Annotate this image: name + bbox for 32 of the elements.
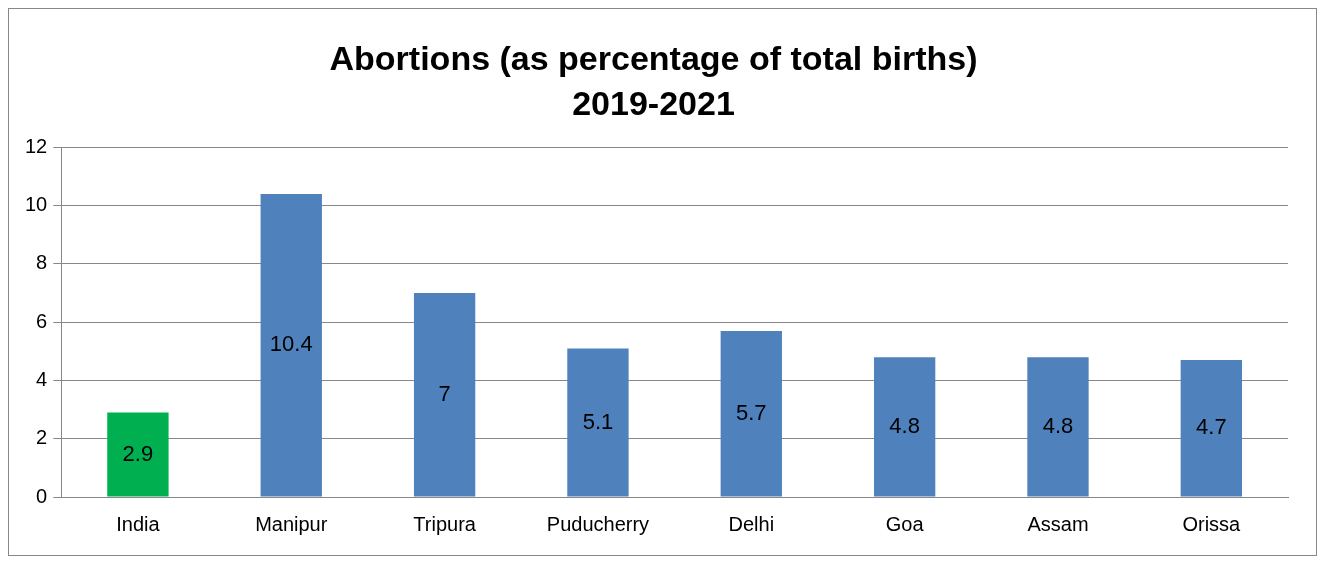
y-tick-label: 0: [36, 484, 48, 507]
data-label: 4.7: [1196, 414, 1227, 440]
x-tick-label: Puducherry: [546, 512, 650, 535]
data-label: 5.7: [736, 399, 767, 425]
y-tick-label: 4: [36, 367, 48, 390]
bar: [1027, 357, 1089, 497]
y-tick-label: 8: [36, 251, 48, 274]
data-label: 10.4: [269, 331, 313, 357]
chart-title: Abortions (as percentage of total births) 2019-2021: [329, 39, 978, 122]
x-tick-label: Assam: [1027, 512, 1089, 535]
x-tick-label: Orissa: [1182, 512, 1242, 535]
data-label: 2.9: [122, 440, 154, 466]
x-tick-label: Tripura: [413, 512, 477, 535]
x-tick-label: Goa: [885, 512, 925, 535]
bar: [873, 357, 936, 497]
bar: [413, 293, 476, 497]
bar: [107, 412, 169, 497]
bar: [720, 330, 782, 497]
data-label: 5.1: [582, 408, 614, 434]
data-label: 4.8: [889, 412, 920, 438]
bar: [1180, 360, 1242, 497]
bar: [567, 348, 629, 497]
bar: [260, 194, 322, 497]
y-tick-label: 2: [36, 426, 48, 449]
x-tick-label: Manipur: [255, 512, 328, 535]
y-tick-label: 6: [36, 309, 48, 332]
data-label: 4.8: [1042, 412, 1074, 438]
data-label: 7: [438, 380, 451, 406]
x-tick-label: India: [116, 512, 161, 535]
x-tick-label: Delhi: [728, 512, 775, 535]
y-tick-label: 12: [25, 134, 48, 157]
y-tick-label: 10: [25, 193, 48, 216]
